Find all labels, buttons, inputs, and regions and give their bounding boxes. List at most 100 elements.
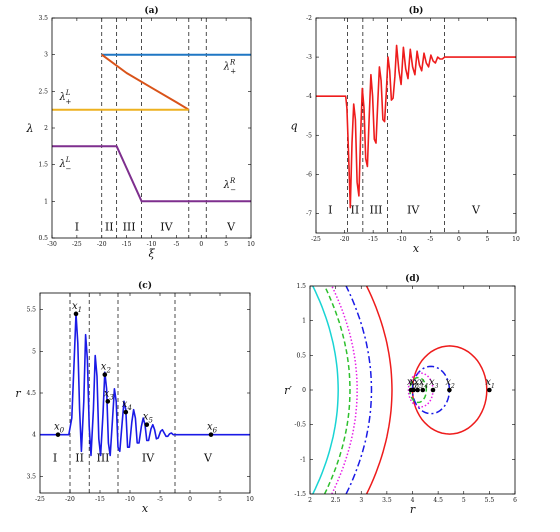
point-sub: 4 (423, 383, 428, 390)
region-label: V (226, 221, 236, 234)
marker-point (102, 372, 108, 377)
point-main: x (414, 377, 420, 388)
point-main: x (419, 377, 425, 388)
x-tick-label: 10 (247, 241, 255, 248)
marker-label: x2 (101, 362, 112, 375)
marker-main: x (104, 388, 110, 399)
annotation-sup: L (65, 89, 71, 97)
region-label: IV (160, 221, 173, 234)
marker-sub: 5 (148, 417, 153, 425)
equilibrium-label: x4 (419, 377, 429, 390)
annotation-main: λ (58, 92, 65, 103)
point-sub: 5 (419, 383, 423, 390)
x-tick-label: 5 (486, 236, 490, 243)
region-label: III (369, 203, 382, 216)
plot-area (40, 293, 250, 493)
x-tick-label: 10 (512, 236, 520, 243)
y-tick-label: 3 (44, 52, 48, 59)
region-label: I (53, 451, 57, 464)
marker-label: x4 (122, 399, 132, 412)
x-tick-label: 2 (308, 497, 312, 504)
x-tick-label: 5 (224, 241, 228, 248)
plot-area (316, 18, 516, 233)
annotation-sub: + (65, 98, 71, 106)
equilibrium-label: x5 (414, 377, 424, 390)
series-annotation: λR + (223, 58, 237, 75)
y-tick-label: 4.5 (26, 390, 36, 397)
y-tick-label: 1 (302, 318, 306, 325)
annotation-sup: R (229, 177, 236, 185)
x-tick-label: -20 (340, 236, 350, 243)
region-label: IV (407, 203, 420, 216)
series-line (52, 145, 251, 203)
equilibrium-label: x6 (410, 377, 420, 390)
y-axis-label: r (15, 387, 21, 400)
x-tick-label: -15 (368, 236, 378, 243)
marker-main: x (207, 422, 213, 433)
panel-title: (a) (144, 5, 158, 16)
y-tick-label: -1 (300, 456, 306, 463)
y-tick-label: 1.5 (38, 162, 48, 169)
annotation-sub: − (230, 186, 236, 194)
marker-main: x (54, 422, 60, 433)
point-main: x (485, 377, 491, 388)
point-main: x (407, 377, 413, 388)
y-tick-label: 5 (32, 348, 36, 355)
x-tick-label: -25 (35, 496, 45, 503)
region-label: V (471, 203, 481, 216)
marker-point (105, 399, 111, 404)
annotation-main: λ (58, 159, 65, 170)
y-tick-label: 0 (302, 387, 306, 394)
marker-point (144, 422, 150, 427)
point-main: x (410, 377, 416, 388)
marker-point (73, 311, 79, 317)
equilibrium-point (487, 387, 492, 393)
marker-label: x3 (104, 388, 115, 401)
x-tick-label: -10 (147, 241, 157, 248)
region-label: III (123, 221, 136, 234)
x-tick-label: -5 (427, 236, 433, 243)
marker-sub: 3 (109, 393, 114, 401)
point-sub: 0 (413, 383, 417, 390)
x-tick-label: 3 (359, 497, 363, 504)
y-tick-label: 0.5 (296, 352, 306, 359)
point-main: x (429, 377, 435, 388)
x-tick-label: -20 (65, 496, 75, 503)
x-tick-label: 4.5 (433, 497, 443, 504)
plot-area (312, 286, 488, 494)
equilibrium-label: x0 (407, 377, 417, 390)
series-line (316, 44, 516, 209)
point-sub: 6 (415, 383, 419, 390)
phase-curve (312, 286, 339, 494)
marker-sub: 6 (213, 427, 218, 435)
equilibrium-point (408, 387, 414, 393)
marker-sub: 2 (105, 367, 111, 375)
marker-label: x0 (54, 422, 65, 435)
x-tick-label: 0 (199, 241, 203, 248)
region-label: II (105, 221, 114, 234)
marker-sub: 0 (60, 427, 65, 435)
y-tick-label: -7 (306, 210, 312, 217)
x-tick-label: 5 (218, 496, 222, 503)
x-tick-label: 5 (462, 497, 466, 504)
region-label: II (75, 451, 84, 464)
y-tick-label: 1.5 (296, 283, 306, 290)
y-axis-label: q (290, 120, 297, 133)
annotation-main: λ (223, 61, 230, 72)
y-tick-label: 3.5 (38, 15, 48, 22)
point-sub: 1 (491, 383, 495, 390)
region-label: I (328, 203, 332, 216)
phase-curve (331, 286, 358, 494)
x-tick-label: 3.5 (382, 497, 392, 504)
marker-label: x6 (207, 422, 218, 435)
x-tick-label: -10 (125, 496, 135, 503)
panel-a: (a) -30 -25 -20 -15 -10 -5 0 5 10 0.5 1 1.5 2 2.5 3 3.5 ξ… (26, 5, 255, 260)
annotation-sub: − (65, 165, 71, 173)
plot-frame (39, 292, 251, 494)
marker-sub: 4 (126, 404, 131, 412)
y-tick-label: -0.5 (294, 422, 306, 429)
plot-frame (51, 17, 252, 239)
y-tick-label: 5.5 (26, 307, 36, 314)
